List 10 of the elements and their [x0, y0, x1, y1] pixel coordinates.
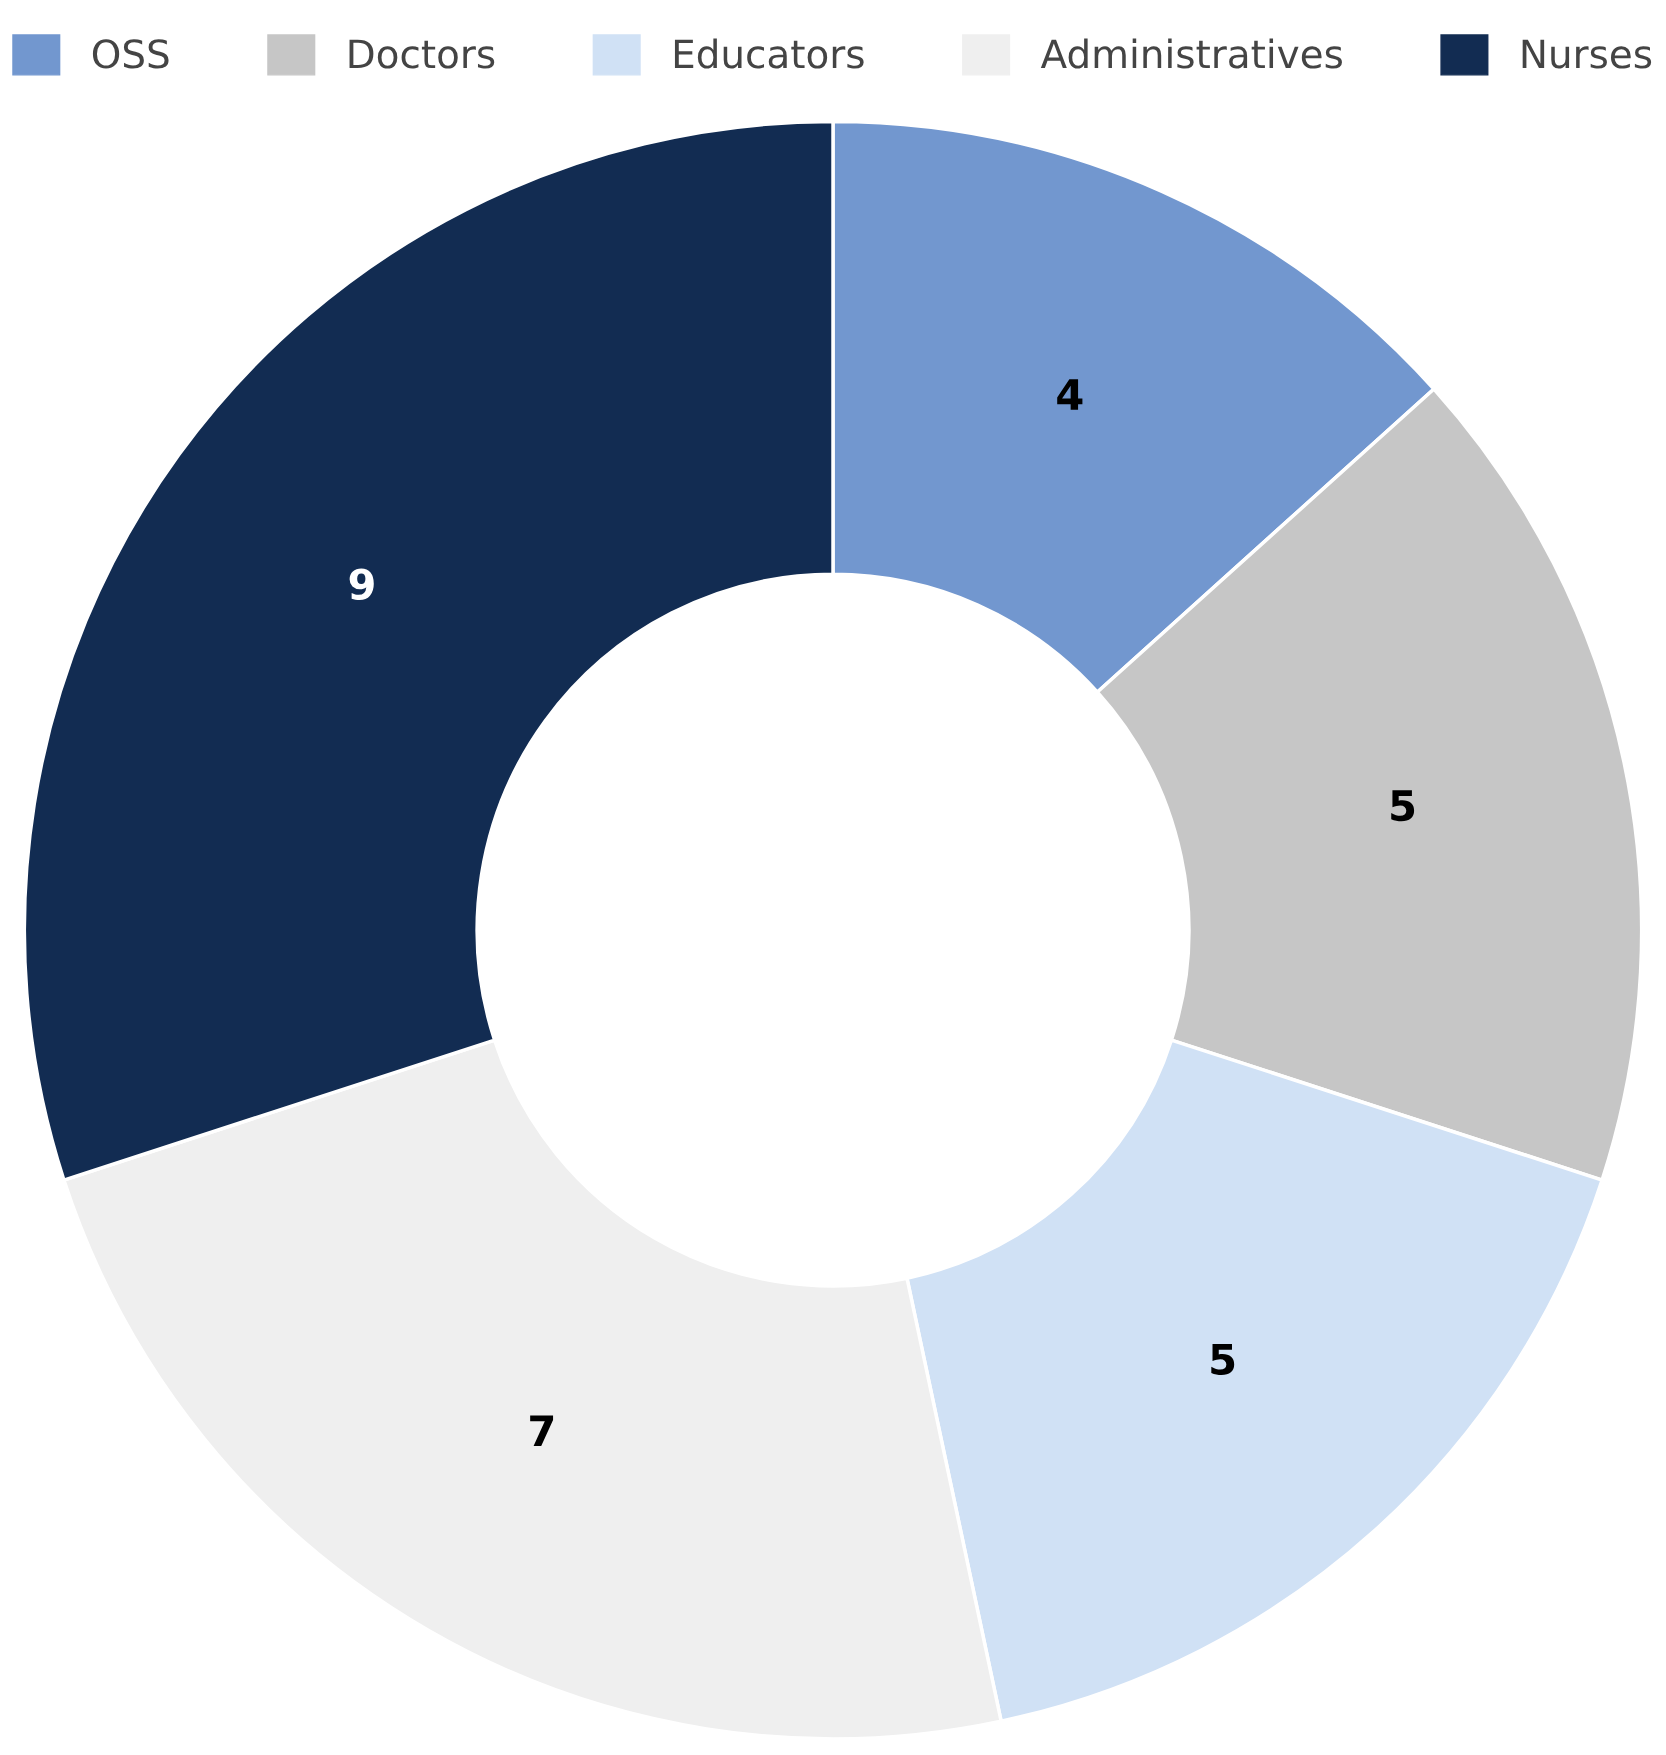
- data-label: 7: [530, 1415, 554, 1446]
- data-label: 9: [349, 568, 374, 600]
- legend-label: Educators: [674, 38, 864, 69]
- legend-label: Doctors: [349, 39, 495, 69]
- legend-label: OSS: [92, 39, 169, 69]
- legend-label: Nurses: [1522, 39, 1652, 69]
- data-label: 4: [1057, 379, 1083, 410]
- legend-label: Administratives: [1040, 38, 1342, 69]
- data-label: 5: [1391, 790, 1415, 822]
- data-label: 5: [1211, 1343, 1235, 1375]
